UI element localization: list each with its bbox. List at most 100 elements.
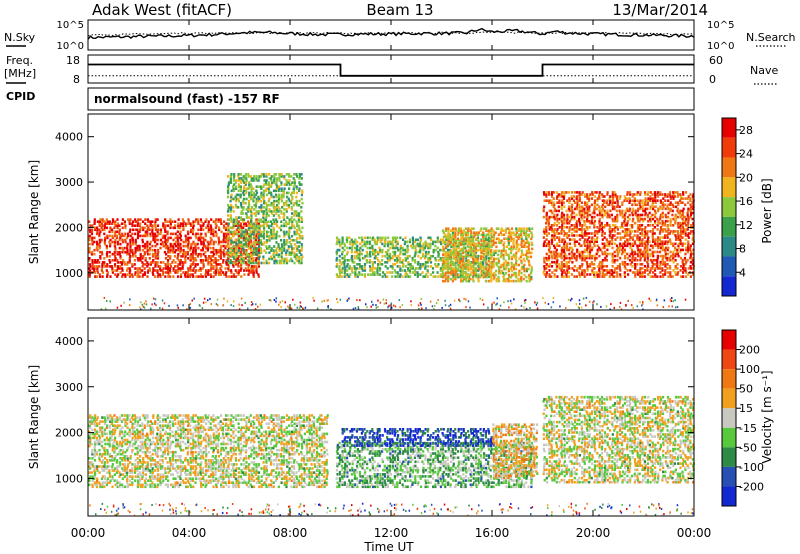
echo-cell bbox=[565, 232, 568, 235]
echo-cell bbox=[651, 260, 654, 264]
echo-cell bbox=[598, 275, 601, 278]
echo-cell bbox=[449, 257, 452, 261]
echo-cell bbox=[618, 263, 622, 266]
echo-cell bbox=[237, 220, 240, 223]
echo-cell bbox=[639, 258, 642, 262]
echo-cell bbox=[205, 218, 208, 221]
echo-cell bbox=[280, 189, 283, 193]
echo-cell bbox=[132, 228, 135, 232]
echo-cell bbox=[129, 238, 132, 242]
echo-cell bbox=[560, 256, 563, 260]
echo-cell bbox=[96, 228, 99, 232]
echo-cell bbox=[552, 236, 555, 239]
echo-cell bbox=[553, 244, 556, 248]
echo-cell bbox=[482, 253, 485, 257]
echo-cell bbox=[415, 244, 418, 248]
echo-cell bbox=[545, 252, 548, 256]
echo-cell bbox=[154, 222, 157, 225]
echo-cell bbox=[106, 273, 109, 276]
echo-cell bbox=[452, 227, 455, 230]
echo-cell bbox=[214, 230, 217, 234]
echo-cell bbox=[149, 234, 152, 238]
echo-cell bbox=[239, 253, 242, 256]
echo-cell bbox=[634, 211, 637, 215]
echo-cell bbox=[396, 275, 399, 278]
echo-cell bbox=[227, 228, 230, 232]
echo-cell bbox=[488, 247, 491, 251]
echo-cell bbox=[391, 240, 394, 244]
echo-cell bbox=[530, 271, 533, 275]
echo-cell bbox=[571, 267, 574, 270]
cpid-label: CPID bbox=[6, 90, 35, 103]
echo-cell bbox=[500, 227, 503, 230]
echo-cell bbox=[98, 234, 101, 238]
echo-cell bbox=[656, 258, 659, 262]
echo-cell bbox=[623, 213, 626, 217]
echo-cell bbox=[581, 213, 584, 217]
echo-cell bbox=[201, 246, 205, 250]
echo-cell bbox=[282, 195, 285, 199]
echo-cell bbox=[452, 267, 455, 271]
echo-cell bbox=[300, 247, 303, 250]
echo-cell bbox=[121, 275, 124, 278]
echo-cell bbox=[551, 211, 554, 215]
echo-cell bbox=[126, 269, 129, 272]
echo-cell bbox=[416, 242, 419, 246]
echo-cell bbox=[159, 238, 162, 242]
echo-cell bbox=[139, 228, 142, 232]
echo-cell bbox=[648, 271, 651, 274]
echo-cell bbox=[275, 193, 278, 197]
echo-cell bbox=[162, 267, 165, 270]
echo-cell bbox=[255, 271, 258, 274]
echo-cell bbox=[545, 228, 548, 231]
echo-cell bbox=[412, 271, 415, 274]
echo-cell bbox=[421, 254, 424, 258]
echo-cell bbox=[556, 217, 559, 221]
echo-cell bbox=[278, 175, 281, 178]
echo-cell bbox=[100, 226, 103, 230]
echo-cell bbox=[561, 203, 564, 207]
echo-cell bbox=[212, 242, 215, 246]
echo-cell bbox=[606, 191, 609, 194]
echo-cell bbox=[657, 219, 660, 223]
echo-cell bbox=[222, 261, 225, 264]
echo-cell bbox=[389, 256, 392, 260]
echo-cell bbox=[578, 252, 581, 256]
echo-cell bbox=[181, 252, 185, 256]
echo-cell bbox=[684, 263, 687, 266]
echo-cell bbox=[442, 239, 445, 243]
echo-cell bbox=[525, 255, 528, 259]
echo-cell bbox=[242, 179, 245, 182]
echo-cell bbox=[394, 246, 397, 250]
echo-cell bbox=[235, 244, 238, 248]
echo-cell bbox=[379, 238, 382, 242]
echo-cell bbox=[652, 240, 655, 243]
echo-cell bbox=[601, 226, 604, 229]
echo-cell bbox=[171, 261, 174, 264]
echo-cell bbox=[450, 245, 453, 249]
echo-cell bbox=[245, 187, 248, 190]
echo-cell bbox=[179, 246, 182, 250]
echo-cell bbox=[116, 230, 119, 234]
echo-cell bbox=[634, 213, 637, 217]
echo-cell bbox=[575, 207, 579, 211]
echo-cell bbox=[621, 244, 624, 248]
echo-cell bbox=[266, 193, 269, 197]
echo-cell bbox=[195, 275, 198, 278]
echo-cell bbox=[262, 255, 265, 259]
echo-cell bbox=[263, 249, 266, 252]
echo-cell bbox=[667, 232, 670, 235]
echo-cell bbox=[96, 267, 99, 270]
echo-cell bbox=[637, 219, 640, 223]
echo-cell bbox=[151, 255, 155, 258]
echo-cell bbox=[667, 275, 670, 278]
echo-cell bbox=[578, 254, 581, 258]
echo-cell bbox=[449, 243, 452, 247]
echo-cell bbox=[280, 197, 283, 201]
echo-cell bbox=[551, 260, 554, 264]
echo-cell bbox=[291, 195, 294, 199]
echo-cell bbox=[280, 261, 283, 265]
echo-cell bbox=[162, 222, 165, 225]
echo-cell bbox=[179, 263, 182, 266]
echo-cell bbox=[642, 219, 645, 223]
